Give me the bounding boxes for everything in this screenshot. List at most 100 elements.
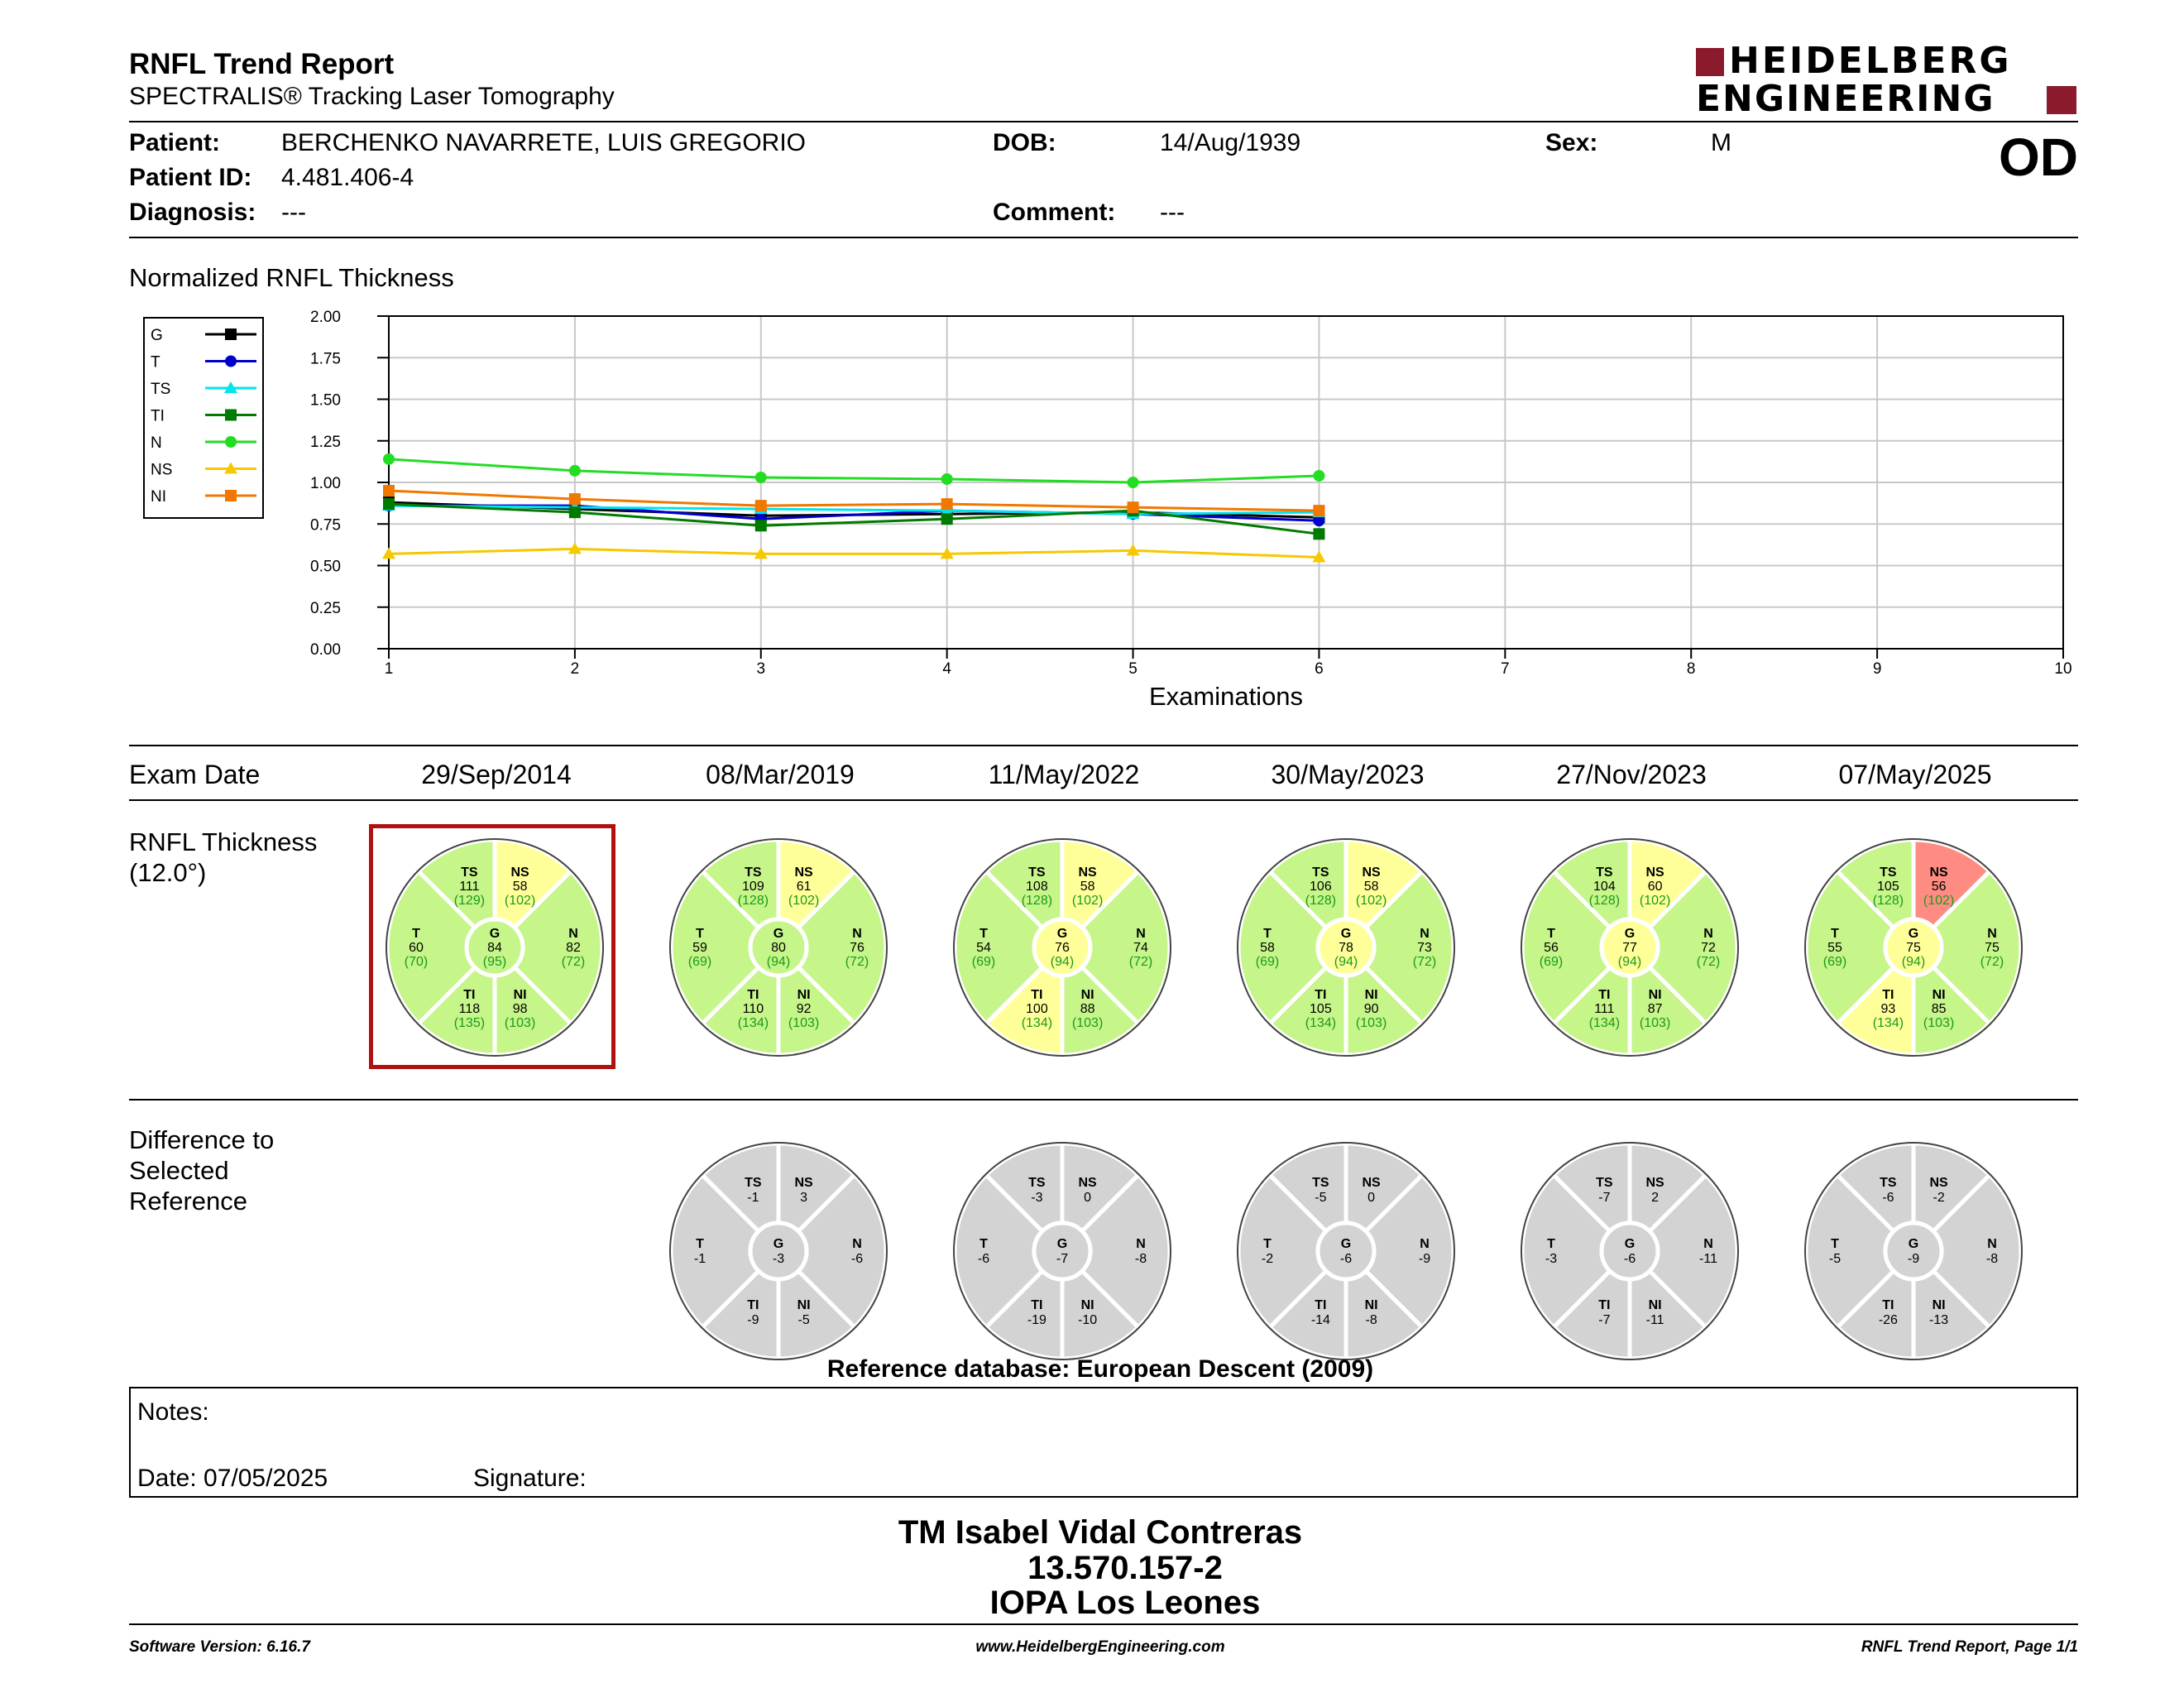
software-version: Software Version: 6.16.7 <box>129 1638 310 1656</box>
disc-outline <box>1237 1142 1455 1360</box>
selected-reference-frame[interactable] <box>369 824 615 1069</box>
sector-difference: -9 <box>747 1313 759 1327</box>
sector-normative: (69) <box>1823 955 1846 969</box>
data-point <box>754 471 767 483</box>
sector-name: TI <box>1598 1298 1610 1312</box>
sector-value: 82 <box>566 941 581 955</box>
data-point <box>754 500 767 512</box>
data-point <box>754 520 767 532</box>
data-point <box>1313 469 1325 482</box>
notes-date: Date: 07/05/2025 <box>137 1465 328 1492</box>
y-tick-label: 1.25 <box>310 434 341 451</box>
sector-value: 58 <box>513 880 528 894</box>
stamp-id: 13.570.157-2 <box>1027 1550 1223 1586</box>
sector-difference: 3 <box>800 1191 807 1205</box>
sector-name: NS <box>794 866 813 880</box>
sector-name: TI <box>1031 988 1042 1002</box>
sector-g <box>464 917 525 978</box>
sector-g <box>1599 917 1660 978</box>
sector-value: 106 <box>1310 880 1332 894</box>
sector-name: TI <box>747 1298 759 1312</box>
y-tick-label: 0.50 <box>310 559 341 576</box>
sector-value: 60 <box>1648 880 1663 894</box>
legend-marker <box>224 381 237 393</box>
sector-difference: 0 <box>1084 1191 1091 1205</box>
sector-normative: (103) <box>1356 1016 1387 1030</box>
chart-title: Normalized RNFL Thickness <box>129 263 454 292</box>
sector-name: TS <box>745 1176 762 1190</box>
sector-difference: -3 <box>1545 1252 1557 1266</box>
sector-name: NI <box>1933 988 1946 1002</box>
sector-name: NS <box>510 866 529 880</box>
sector-value: 111 <box>459 880 479 894</box>
legend-label: TS <box>151 381 170 398</box>
sector-difference: -6 <box>851 1252 863 1266</box>
sector-value: 58 <box>1080 880 1095 894</box>
sector-normative: (129) <box>454 894 485 908</box>
notes-box[interactable]: Notes: Date: 07/05/2025 Signature: <box>129 1387 2078 1498</box>
sector-name: NS <box>1362 866 1381 880</box>
sector-difference: -6 <box>978 1252 989 1266</box>
difference-label-1: Difference to <box>129 1125 275 1154</box>
sector-name: N <box>1987 927 1997 941</box>
sector-g <box>1315 1220 1377 1282</box>
sector-normative: (134) <box>738 1016 769 1030</box>
diagnosis-value: --- <box>281 199 306 226</box>
sector-value: 84 <box>487 941 502 955</box>
sector-name: N <box>1136 927 1146 941</box>
sector-name: NS <box>1645 866 1664 880</box>
sector-value: 98 <box>513 1002 528 1016</box>
disc-outline <box>953 1142 1171 1360</box>
sector-name: G <box>1341 1237 1351 1251</box>
sector-normative: (134) <box>1873 1016 1904 1030</box>
sector-value: 92 <box>797 1002 812 1016</box>
sector-normative: (69) <box>688 955 711 969</box>
sector-name: TS <box>461 866 478 880</box>
sector-value: 76 <box>1055 941 1070 955</box>
legend-label: NI <box>151 488 166 506</box>
sector-name: TI <box>1598 988 1610 1002</box>
sector-name: N <box>1136 1237 1146 1251</box>
sector-difference: -11 <box>1646 1313 1664 1327</box>
patient-id: 4.481.406-4 <box>281 164 414 191</box>
sector-name: G <box>1909 1237 1918 1251</box>
x-tick-label: 10 <box>2054 660 2071 678</box>
sector-value: 87 <box>1648 1002 1663 1016</box>
stamp-name: TM Isabel Vidal Contreras <box>898 1514 1303 1551</box>
data-point <box>568 506 581 519</box>
sector-value: 73 <box>1417 941 1432 955</box>
header-divider <box>129 121 2078 122</box>
sector-value: 111 <box>1594 1002 1614 1016</box>
series-ti <box>383 498 1325 540</box>
sector-name: N <box>852 927 862 941</box>
rnfl-disc-4: NS58(102)N73(72)NI90(103)TI105(134)T58(6… <box>1236 837 1456 1057</box>
sector-normative: (103) <box>1072 1016 1103 1030</box>
sector-value: 58 <box>1364 880 1379 894</box>
sector-value: 105 <box>1877 880 1899 894</box>
diagnosis-label: Diagnosis: <box>129 199 256 226</box>
sector-difference: 0 <box>1367 1191 1375 1205</box>
sector-normative: (72) <box>845 955 869 969</box>
sector-value: 108 <box>1026 880 1048 894</box>
sector-name: NS <box>1078 866 1097 880</box>
sector-name: NI <box>1933 1298 1946 1312</box>
difference-discs: NS3N-6NI-5TI-9T-1TS-1G-3NS0N-8NI-10TI-19… <box>668 1141 2024 1361</box>
series-line <box>388 502 1320 535</box>
sector-name: G <box>1909 927 1918 941</box>
sector-value: 75 <box>1985 941 2000 955</box>
sector-name: T <box>1263 1237 1272 1251</box>
data-point <box>568 464 581 477</box>
x-tick-label: 5 <box>1128 660 1138 678</box>
website-link[interactable]: www.HeidelbergEngineering.com <box>975 1638 1225 1656</box>
legend-marker <box>225 328 237 340</box>
legend-label: G <box>151 327 163 344</box>
sector-name: T <box>979 1237 988 1251</box>
legend-marker <box>225 409 237 421</box>
sector-difference: -8 <box>1365 1313 1377 1327</box>
data-point <box>1313 528 1325 540</box>
sector-name: G <box>774 927 783 941</box>
sector-difference: -9 <box>1908 1252 1919 1266</box>
patient-label: Patient: <box>129 129 221 156</box>
sector-difference: -8 <box>1135 1252 1147 1266</box>
